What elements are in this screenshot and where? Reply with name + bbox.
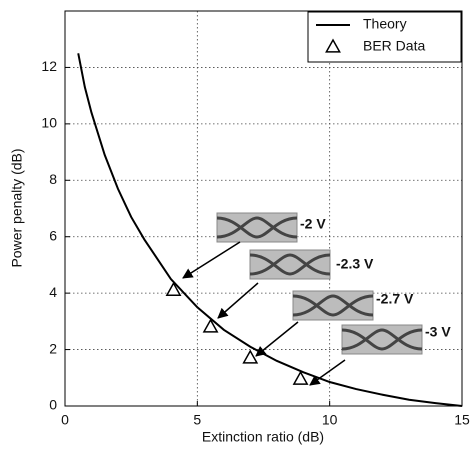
y-tick-label: 0 [49, 397, 57, 413]
y-tick-label: 6 [49, 227, 57, 243]
annotation: -2.3 V [336, 256, 374, 272]
x-tick-label: 5 [193, 412, 201, 428]
annotation: -2 V [300, 216, 326, 232]
x-tick-label: 0 [61, 412, 69, 428]
y-tick-label: 8 [49, 171, 57, 187]
chart: Power penalty (dB) Extinction ratio (dB)… [0, 0, 476, 452]
x-tick-label: 10 [322, 412, 338, 428]
y-axis-label: Power penalty (dB) [9, 148, 25, 267]
annotation: -3 V [425, 324, 451, 340]
y-tick-label: 10 [41, 115, 57, 131]
annotation: -2.7 V [376, 291, 414, 307]
legend-label: Theory [363, 16, 407, 32]
y-tick-label: 2 [49, 340, 57, 356]
y-tick-label: 4 [49, 284, 57, 300]
y-tick-label: 12 [41, 58, 57, 74]
x-tick-label: 15 [454, 412, 470, 428]
x-axis-label: Extinction ratio (dB) [202, 429, 324, 445]
legend-label: BER Data [363, 38, 425, 54]
